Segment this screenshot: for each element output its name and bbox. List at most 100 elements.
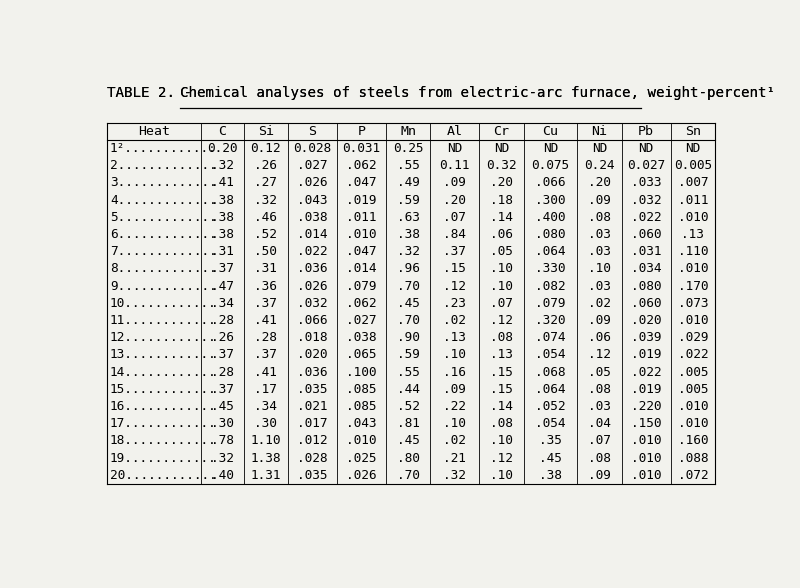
Text: .45: .45: [397, 297, 419, 310]
Text: .160: .160: [678, 435, 708, 447]
Text: .32: .32: [397, 245, 419, 258]
Text: .14: .14: [490, 211, 513, 224]
Text: .31: .31: [210, 245, 234, 258]
Text: 1.31: 1.31: [250, 469, 281, 482]
Text: TABLE 2. -: TABLE 2. -: [107, 86, 201, 101]
Text: .17: .17: [254, 383, 277, 396]
Text: .065: .065: [346, 349, 377, 362]
Text: .46: .46: [254, 211, 277, 224]
Text: .84: .84: [443, 228, 466, 241]
Text: .26: .26: [210, 331, 234, 344]
Text: .37: .37: [254, 349, 277, 362]
Text: .060: .060: [631, 297, 662, 310]
Text: .41: .41: [254, 314, 277, 327]
Text: .12: .12: [588, 349, 611, 362]
Text: .07: .07: [490, 297, 513, 310]
Text: Chemical analyses of steels from electric-arc furnace, weight-percent¹: Chemical analyses of steels from electri…: [180, 86, 775, 101]
Text: .017: .017: [297, 417, 327, 430]
Text: .043: .043: [297, 193, 327, 206]
Text: .047: .047: [346, 176, 377, 189]
Text: .300: .300: [535, 193, 566, 206]
Text: .014: .014: [297, 228, 327, 241]
Text: .37: .37: [254, 297, 277, 310]
Text: .034: .034: [631, 262, 662, 275]
Text: .400: .400: [535, 211, 566, 224]
Text: .07: .07: [443, 211, 466, 224]
Text: .12: .12: [443, 279, 466, 293]
Text: .010: .010: [678, 400, 708, 413]
Text: .03: .03: [588, 400, 611, 413]
Text: .021: .021: [297, 400, 327, 413]
Text: .09: .09: [588, 469, 611, 482]
Text: Ni: Ni: [591, 125, 607, 138]
Text: 0.20: 0.20: [207, 142, 238, 155]
Text: .21: .21: [443, 452, 466, 465]
Text: .074: .074: [535, 331, 566, 344]
Text: .03: .03: [588, 228, 611, 241]
Text: .90: .90: [397, 331, 419, 344]
Text: 10............: 10............: [110, 297, 217, 310]
Text: .13: .13: [682, 228, 704, 241]
Text: .019: .019: [346, 193, 377, 206]
Text: .018: .018: [297, 331, 327, 344]
Text: 12............: 12............: [110, 331, 217, 344]
Text: .010: .010: [678, 417, 708, 430]
Text: .011: .011: [346, 211, 377, 224]
Text: .220: .220: [631, 400, 662, 413]
Text: .007: .007: [678, 176, 708, 189]
Text: 0.24: 0.24: [584, 159, 614, 172]
Text: .37: .37: [443, 245, 466, 258]
Text: .59: .59: [397, 193, 419, 206]
Text: .080: .080: [535, 228, 566, 241]
Text: .41: .41: [210, 176, 234, 189]
Text: 14............: 14............: [110, 366, 217, 379]
Text: 0.028: 0.028: [294, 142, 331, 155]
Text: .13: .13: [443, 331, 466, 344]
Text: .81: .81: [397, 417, 419, 430]
Text: .30: .30: [254, 417, 277, 430]
Text: .010: .010: [631, 469, 662, 482]
Text: .38: .38: [539, 469, 562, 482]
Text: 7.............: 7.............: [110, 245, 217, 258]
Text: 8.............: 8.............: [110, 262, 217, 275]
Text: 1.38: 1.38: [250, 452, 281, 465]
Text: .63: .63: [397, 211, 419, 224]
Text: .04: .04: [588, 417, 611, 430]
Text: 20............: 20............: [110, 469, 217, 482]
Text: .15: .15: [490, 383, 513, 396]
Text: 18............: 18............: [110, 435, 217, 447]
Text: .45: .45: [539, 452, 562, 465]
Text: .03: .03: [588, 279, 611, 293]
Text: 2.............: 2.............: [110, 159, 217, 172]
Text: .062: .062: [346, 297, 377, 310]
Text: .45: .45: [397, 435, 419, 447]
Text: .03: .03: [588, 245, 611, 258]
Text: .55: .55: [397, 159, 419, 172]
Text: 0.12: 0.12: [250, 142, 281, 155]
Text: .08: .08: [588, 211, 611, 224]
Text: .16: .16: [443, 366, 466, 379]
Text: .28: .28: [210, 366, 234, 379]
Text: .59: .59: [397, 349, 419, 362]
Text: .22: .22: [443, 400, 466, 413]
Text: 0.25: 0.25: [393, 142, 423, 155]
Text: P: P: [358, 125, 366, 138]
Text: .06: .06: [490, 228, 513, 241]
Text: .70: .70: [397, 314, 419, 327]
Text: .022: .022: [297, 245, 327, 258]
Text: .025: .025: [346, 452, 377, 465]
Text: .110: .110: [678, 245, 708, 258]
Text: .10: .10: [490, 435, 513, 447]
Text: .31: .31: [254, 262, 277, 275]
Text: .010: .010: [346, 228, 377, 241]
Text: 0.075: 0.075: [531, 159, 570, 172]
Text: .020: .020: [631, 314, 662, 327]
Text: .10: .10: [443, 417, 466, 430]
Text: .014: .014: [346, 262, 377, 275]
Text: .064: .064: [535, 383, 566, 396]
Text: .26: .26: [254, 159, 277, 172]
Text: Pb: Pb: [638, 125, 654, 138]
Text: .019: .019: [631, 383, 662, 396]
Text: 4.............: 4.............: [110, 193, 217, 206]
Text: 11............: 11............: [110, 314, 217, 327]
